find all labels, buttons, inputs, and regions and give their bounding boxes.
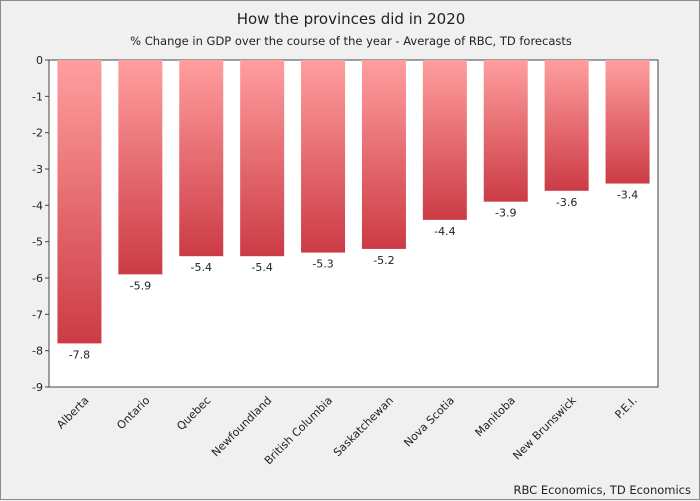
- x-axis: Alberta Ontario QuebecNewfoundlandBritish …: [54, 393, 640, 467]
- bar: [301, 60, 346, 253]
- y-tick-label: -2: [32, 127, 43, 140]
- bar: [179, 60, 224, 257]
- source-note: RBC Economics, TD Economics: [513, 483, 691, 497]
- category-label: Newfoundland: [209, 394, 274, 459]
- bar: [240, 60, 285, 257]
- y-tick-label: -8: [32, 345, 43, 358]
- bar: [57, 60, 102, 344]
- category-label: Saskatchewan: [331, 394, 396, 459]
- y-tick-label: -1: [32, 90, 43, 103]
- y-tick-label: -5: [32, 236, 43, 249]
- category-label: Nova Scotia: [401, 394, 457, 450]
- data-label: -3.9: [495, 207, 516, 220]
- y-axis: 0 -1 -2 -3 -4 -5 -6 -7 -8 -9: [32, 54, 49, 394]
- chart-subtitle: % Change in GDP over the course of the y…: [130, 34, 572, 48]
- category-label: New Brunswick: [510, 393, 579, 462]
- data-label: -3.4: [617, 189, 638, 202]
- bar: [483, 60, 528, 202]
- data-label: -5.4: [251, 261, 272, 274]
- bar: [118, 60, 163, 275]
- data-label: -3.6: [556, 196, 577, 209]
- data-label: -7.8: [69, 348, 90, 361]
- y-tick-label: -7: [32, 308, 43, 321]
- bar: [544, 60, 589, 191]
- data-label: -5.9: [130, 279, 151, 292]
- data-label: -5.3: [312, 258, 333, 271]
- y-tick-label: -9: [32, 381, 43, 394]
- category-label: Ontario: [114, 394, 152, 432]
- category-label: British Columbia: [262, 394, 335, 467]
- y-tick-label: -3: [32, 163, 43, 176]
- category-label: Alberta: [54, 394, 91, 431]
- y-tick-label: -4: [32, 199, 43, 212]
- data-label: -5.2: [373, 254, 394, 267]
- bar: [422, 60, 467, 220]
- category-label: P.E.I.: [612, 394, 639, 421]
- chart-title: How the provinces did in 2020: [237, 10, 466, 28]
- data-label: -4.4: [434, 225, 455, 238]
- bar: [605, 60, 650, 184]
- bar: [361, 60, 406, 249]
- y-tick-label: -6: [32, 272, 43, 285]
- category-label: Manitoba: [473, 394, 518, 439]
- category-label: Quebec: [174, 394, 213, 433]
- bars: -7.8 -5.9 -5.4 -5.4 -5.3 -5.2 -4.4 -3.9 -3.6 -3.4: [57, 60, 650, 361]
- y-tick-label: 0: [36, 54, 43, 67]
- data-label: -5.4: [191, 261, 212, 274]
